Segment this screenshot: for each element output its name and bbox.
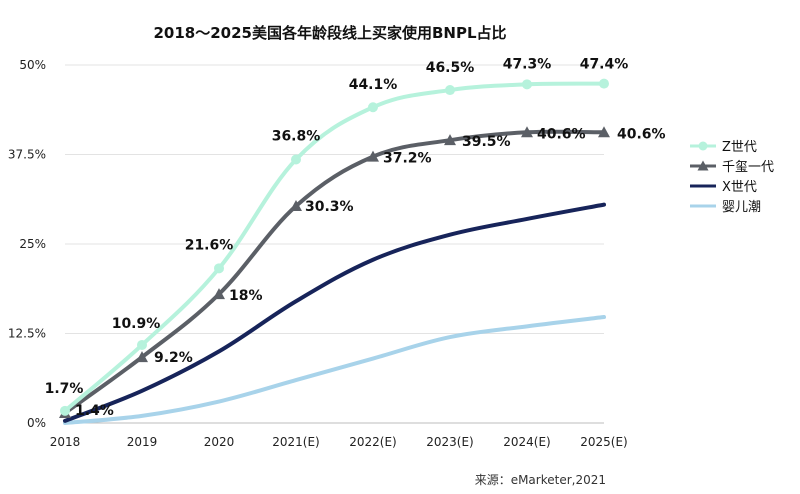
x-tick-label: 2022(E)	[349, 435, 396, 449]
series-line	[63, 202, 606, 423]
legend-label: 千玺一代	[722, 160, 774, 175]
x-tick-label: 2025(E)	[580, 435, 627, 449]
point-marker	[598, 126, 610, 138]
data-label: 30.3%	[305, 199, 354, 215]
data-label: 9.2%	[154, 350, 193, 366]
data-labels: 1.7% 10.9% 21.6% 36.8% 44.1% 46.5% 47.3% 47.4% 1…	[45, 56, 666, 419]
legend-marker	[697, 160, 709, 171]
point-marker	[214, 263, 224, 274]
point-marker	[522, 79, 532, 90]
data-label: 37.2%	[383, 151, 432, 167]
data-label: 46.5%	[426, 60, 475, 76]
point-marker	[290, 200, 302, 212]
data-label: 40.6%	[617, 126, 666, 142]
legend-label: 婴儿潮	[722, 200, 761, 215]
x-tick-label: 2024(E)	[503, 435, 550, 449]
x-tick-label: 2018	[50, 435, 81, 449]
point-marker	[521, 126, 533, 138]
series-lines	[63, 81, 606, 425]
point-marker	[368, 102, 378, 113]
series-line	[63, 315, 606, 425]
point-marker	[367, 150, 379, 162]
y-tick-label: 0%	[27, 416, 46, 430]
source-note: 来源：eMarketer,2021	[475, 473, 606, 487]
point-marker	[60, 405, 70, 416]
point-marker	[213, 288, 225, 300]
y-axis: 0% 12.5% 25% 37.5% 50%	[8, 58, 46, 430]
legend-marker	[698, 141, 708, 151]
data-label: 1.7%	[45, 381, 84, 397]
data-label: 18%	[229, 288, 263, 304]
data-label: 39.5%	[462, 134, 511, 150]
data-label: 44.1%	[349, 77, 398, 93]
legend-label: Z世代	[722, 140, 757, 155]
x-axis: 2018 2019 2020 2021(E) 2022(E) 2023(E) 2024(E)…	[50, 435, 628, 449]
y-tick-label: 12.5%	[8, 327, 46, 341]
point-marker	[136, 351, 148, 363]
y-tick-label: 50%	[19, 58, 46, 72]
point-marker	[137, 339, 147, 350]
y-tick-label: 37.5%	[8, 148, 46, 162]
point-marker	[599, 78, 609, 89]
legend-label: X世代	[722, 180, 757, 195]
data-label: 47.4%	[580, 57, 629, 73]
point-marker	[444, 134, 456, 146]
data-label: 10.9%	[112, 316, 161, 332]
data-label: 21.6%	[185, 237, 234, 253]
data-label: 1.4%	[75, 403, 114, 419]
data-label: 47.3%	[503, 56, 552, 72]
series-line	[63, 129, 606, 415]
series-markers	[59, 78, 610, 418]
x-tick-label: 2021(E)	[272, 435, 319, 449]
y-tick-label: 25%	[19, 237, 46, 251]
chart-title: 2018～2025美国各年龄段线上买家使用BNPL占比	[153, 24, 506, 42]
data-label: 40.6%	[537, 126, 586, 142]
point-marker	[291, 154, 301, 165]
point-marker	[445, 85, 455, 96]
data-label: 36.8%	[272, 129, 321, 145]
x-tick-label: 2019	[127, 435, 158, 449]
x-tick-label: 2023(E)	[426, 435, 473, 449]
x-tick-label: 2020	[204, 435, 235, 449]
